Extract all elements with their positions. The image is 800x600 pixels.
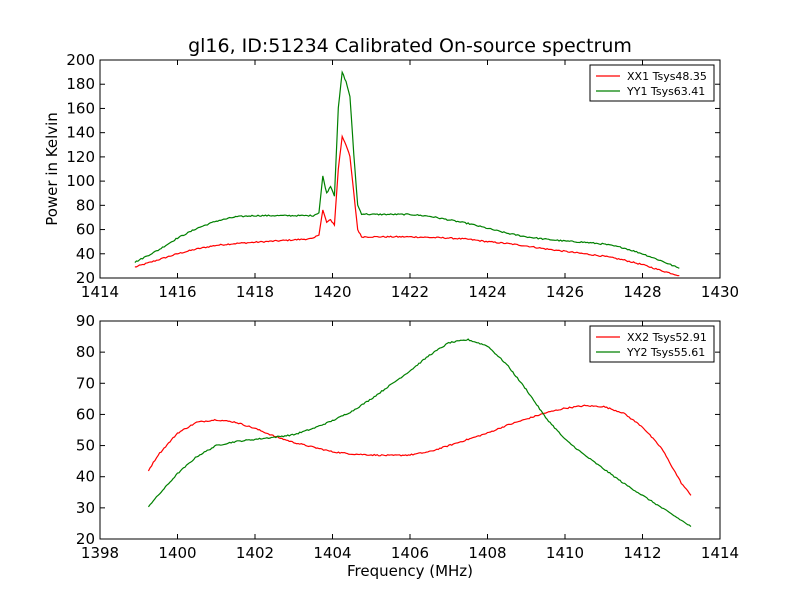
x-tick-label: 1430 [701, 283, 739, 301]
bottom-plot-frame [99, 320, 721, 540]
legend-entry-label: YY1 Tsys63.41 [626, 85, 705, 98]
x-tick-label: 1398 [81, 544, 119, 562]
legend-box [589, 325, 715, 363]
x-tick-label: 1408 [468, 544, 506, 562]
x-tick-label: 1418 [236, 283, 274, 301]
y-tick-label: 20 [76, 269, 95, 287]
x-tick-label: 1414 [81, 283, 119, 301]
legend-entry-label: XX2 Tsys52.91 [627, 331, 707, 344]
x-tick-label: 1420 [313, 283, 351, 301]
y-tick-label: 140 [66, 124, 95, 142]
x-axis-label: Frequency (MHz) [347, 562, 473, 580]
y-tick-label: 40 [76, 468, 95, 486]
x-tick-label: 1416 [158, 283, 196, 301]
x-tick-label: 1414 [701, 544, 739, 562]
top-legend: XX1 Tsys48.35 YY1 Tsys63.41 [589, 64, 715, 102]
top-series-layer [134, 70, 680, 277]
y-tick-label: 120 [66, 148, 95, 166]
series-line-red [134, 134, 680, 277]
top-plot-frame [99, 59, 721, 279]
y-tick-label: 180 [66, 75, 95, 93]
x-tick-label: 1406 [391, 544, 429, 562]
bottom-series-layer [147, 338, 692, 527]
y-tick-label: 70 [76, 374, 95, 392]
series-line-green [134, 70, 680, 269]
y-tick-label: 160 [66, 99, 95, 117]
x-tick-label: 1410 [546, 544, 584, 562]
x-tick-label: 1428 [623, 283, 661, 301]
y-tick-label: 50 [76, 437, 95, 455]
series-line-green [147, 338, 692, 527]
chart-title: gl16, ID:51234 Calibrated On-source spec… [188, 35, 632, 57]
top-spectrum-panel: gl16, ID:51234 Calibrated On-source spec… [43, 35, 739, 301]
y-tick-label: 200 [66, 51, 95, 69]
legend-box [589, 64, 715, 102]
series-line-red [147, 404, 692, 496]
y-tick-label: 60 [76, 221, 95, 239]
top-tick-layer: 1414 1416 1418 1420 1422 1424 1426 1428 1430 20 40… [66, 51, 739, 301]
bottom-legend: XX2 Tsys52.91 YY2 Tsys55.61 [589, 325, 715, 363]
bottom-tick-layer: 1398 1400 1402 1404 1406 1408 1410 1412 1414 20 30… [76, 312, 739, 562]
x-tick-label: 1402 [236, 544, 274, 562]
y-tick-label: 80 [76, 196, 95, 214]
y-tick-label: 100 [66, 172, 95, 190]
y-axis-label: Power in Kelvin [43, 112, 61, 226]
x-tick-label: 1424 [468, 283, 506, 301]
legend-entry-label: YY2 Tsys55.61 [626, 346, 705, 359]
legend-entry-label: XX1 Tsys48.35 [627, 70, 707, 83]
y-tick-label: 90 [76, 312, 95, 330]
x-tick-label: 1426 [546, 283, 584, 301]
y-tick-label: 40 [76, 245, 95, 263]
x-tick-label: 1422 [391, 283, 429, 301]
x-tick-label: 1400 [158, 544, 196, 562]
y-tick-label: 30 [76, 499, 95, 517]
bottom-spectrum-panel: Frequency (MHz) 1398 1400 1402 1404 1406 1408… [76, 312, 739, 580]
x-tick-label: 1404 [313, 544, 351, 562]
y-tick-label: 60 [76, 405, 95, 423]
y-tick-label: 80 [76, 343, 95, 361]
x-tick-label: 1412 [623, 544, 661, 562]
y-tick-label: 20 [76, 530, 95, 548]
